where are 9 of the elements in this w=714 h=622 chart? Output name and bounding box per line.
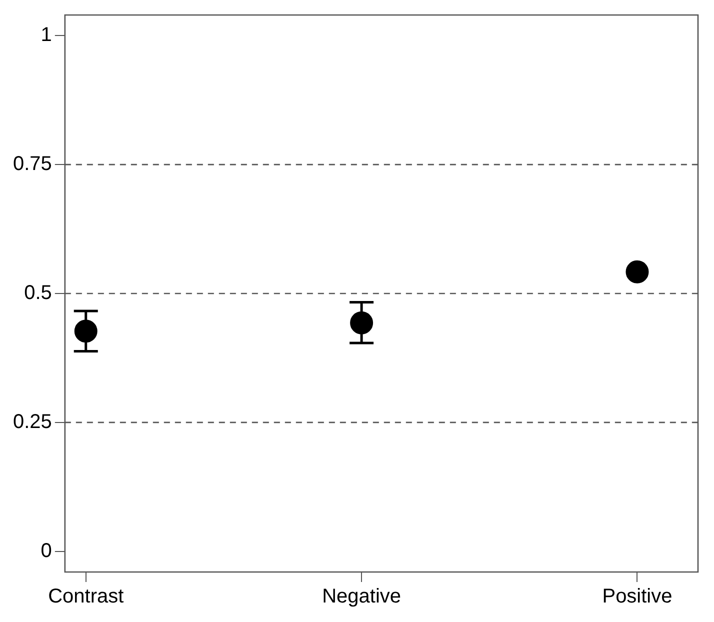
point [626, 260, 649, 284]
y-tick-label: 1 [40, 24, 52, 46]
y-tick-label: 0 [40, 540, 52, 562]
x-tick-label: Negative [322, 586, 402, 608]
y-tick-label: 0.25 [12, 410, 52, 433]
y-tick-label: 0.5 [24, 282, 52, 304]
x-tick-label: Contrast [48, 586, 124, 608]
y-tick-label: 0.75 [12, 153, 52, 176]
x-tick-label: Positive [602, 586, 672, 608]
